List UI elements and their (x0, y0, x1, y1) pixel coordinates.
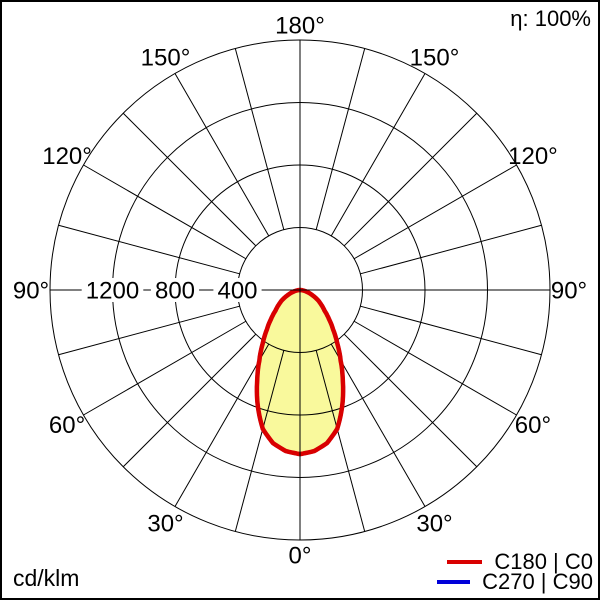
grid-spoke (360, 224, 542, 275)
grid-spoke (174, 343, 270, 507)
legend-red-line-swatch (447, 560, 483, 564)
grid-spoke (330, 73, 426, 237)
efficiency-label: η: 100% (510, 6, 591, 31)
grid-spoke (360, 305, 542, 356)
grid-spoke (315, 48, 366, 230)
grid-spoke (58, 305, 240, 356)
radial-tick-label: 400 (217, 277, 257, 304)
angle-label: 150° (410, 44, 460, 71)
angle-label: 90° (13, 277, 49, 304)
angle-label: 150° (141, 44, 191, 71)
angle-label: 30° (416, 510, 452, 537)
angle-label: 60° (515, 412, 551, 439)
tick-label-backdrop (213, 278, 262, 302)
grid-spoke (330, 343, 426, 507)
grid-spoke (58, 224, 240, 275)
angle-label: 90° (551, 277, 587, 304)
legend-label-c270-c90: C270 | C90 (482, 569, 593, 594)
legend: C180 | C0 C270 | C90 (437, 549, 593, 594)
legend-item-c180-c0: C180 | C0 (447, 549, 593, 574)
tick-label-backdrop (81, 278, 144, 302)
tick-label-backdrop (150, 278, 200, 302)
grid-spoke (122, 112, 257, 247)
angle-label: 180° (275, 12, 325, 39)
angle-label: 0° (289, 542, 312, 569)
legend-blue-line-swatch (437, 580, 471, 584)
legend-label-c180-c0: C180 | C0 (494, 549, 593, 574)
grid-spoke (234, 48, 285, 230)
grid-spoke (83, 164, 247, 260)
radial-tick-label: 800 (155, 277, 195, 304)
grid-spoke (315, 350, 366, 532)
unit-label: cd/klm (13, 565, 80, 591)
angle-labels: 0° 30° 30° 60° 60° 90° 90° 120° 120° 150° 150° 180° (13, 12, 587, 569)
grid-spoke (83, 320, 247, 416)
grid-spoke (343, 333, 478, 468)
angle-label: 30° (147, 510, 183, 537)
grid-spoke (353, 320, 517, 416)
grid-spoke (234, 350, 285, 532)
grid-spoke (174, 73, 270, 237)
angle-label: 60° (49, 412, 85, 439)
grid-spoke (353, 164, 517, 260)
legend-item-c270-c90: C270 | C90 (437, 569, 593, 594)
angle-label: 120° (42, 143, 92, 170)
radial-tick-labels: 400 800 1200 (81, 277, 262, 304)
grid-spoke (122, 333, 257, 468)
radial-tick-label: 1200 (86, 277, 139, 304)
grid-spoke (343, 112, 478, 247)
angle-label: 120° (508, 143, 558, 170)
